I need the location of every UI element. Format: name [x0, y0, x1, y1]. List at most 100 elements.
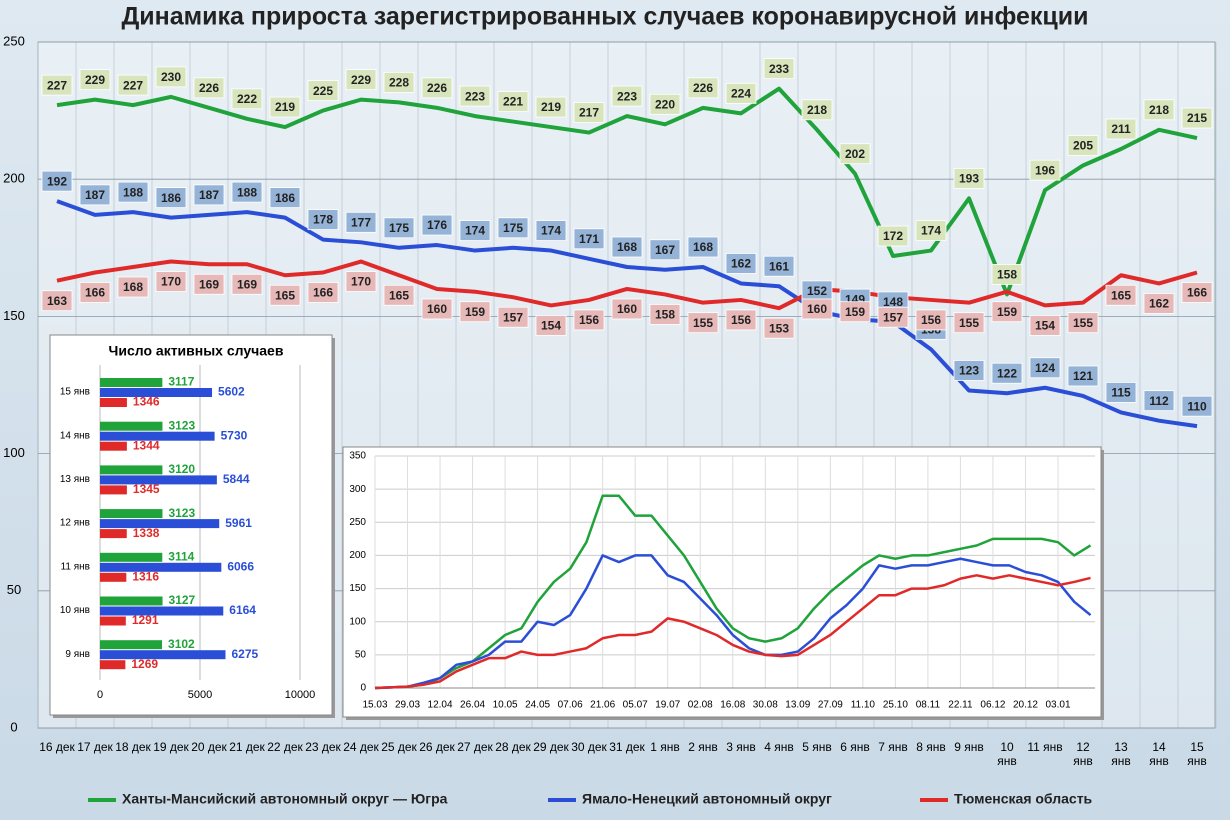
data-label-box [725, 253, 757, 274]
y-tick-label: 200 [3, 171, 25, 186]
x-tick-label: 17 дек [77, 740, 113, 754]
series-line [56, 86, 1198, 297]
data-label-box [1181, 395, 1213, 417]
data-label: 159 [465, 305, 485, 319]
x-tick-label: 9 янв [954, 740, 984, 754]
y-tick-label: 300 [349, 484, 366, 495]
data-label: 3127 [169, 593, 196, 607]
data-label: 162 [731, 257, 751, 271]
data-label: 176 [427, 218, 447, 232]
data-label: 163 [47, 294, 67, 308]
data-label-box [915, 309, 947, 331]
y-tick-label: 250 [3, 33, 25, 48]
data-label-box [991, 264, 1023, 285]
data-label: 115 [1111, 386, 1131, 400]
legend-label: Ханты-Мансийский автономный округ — Югра [122, 791, 448, 807]
data-label-box [535, 315, 567, 336]
x-tick-label: 26 дек [419, 740, 455, 754]
x-tick-label: 26.04 [460, 700, 485, 711]
bar [100, 465, 163, 475]
chart-title: Динамика прироста зарегистрированных слу… [121, 3, 1088, 31]
data-label-box [877, 306, 909, 328]
data-label: 188 [237, 185, 257, 199]
data-label-box [1143, 390, 1175, 412]
data-label: 186 [161, 191, 181, 205]
data-label: 224 [731, 87, 751, 101]
data-label: 121 [1073, 369, 1093, 383]
x-tick-label: 1 янв [650, 740, 680, 754]
bar [100, 475, 217, 485]
x-tick-label: 10000 [285, 689, 316, 701]
data-label: 5844 [223, 472, 250, 486]
data-label: 3102 [168, 637, 195, 651]
data-label-box [991, 362, 1023, 384]
data-label-box [345, 69, 377, 91]
legend-label: Ямало-Ненецкий автономный округ [582, 791, 832, 807]
x-tick-label: 12.04 [428, 700, 453, 711]
bar [100, 398, 127, 407]
data-label: 1291 [132, 613, 159, 627]
data-label: 223 [465, 89, 485, 103]
data-label-box [231, 181, 263, 203]
data-label: 174 [465, 224, 485, 238]
data-label: 157 [503, 310, 523, 324]
data-label-box [155, 271, 187, 292]
data-label: 1345 [133, 482, 160, 496]
data-label-box [41, 74, 73, 96]
data-label: 166 [85, 286, 105, 300]
y-tick-label: 150 [3, 308, 25, 323]
x-tick-label: 21.06 [590, 700, 615, 711]
data-label: 193 [959, 172, 979, 186]
data-label-box [459, 85, 491, 107]
data-label-box [497, 306, 529, 328]
data-label-box [79, 184, 111, 206]
data-label: 225 [313, 84, 333, 98]
data-label: 160 [427, 302, 447, 316]
x-tick-label: 06.12 [980, 700, 1005, 711]
y-tick-label: 100 [349, 616, 366, 627]
data-label: 1269 [131, 657, 158, 671]
x-tick-label: 27.09 [818, 700, 843, 711]
data-label: 226 [693, 81, 713, 95]
y-tick-label: 9 янв [65, 649, 90, 660]
data-label: 3123 [168, 418, 195, 432]
bar [100, 572, 127, 582]
data-label-box [1105, 284, 1137, 306]
data-label-box [1181, 107, 1213, 129]
x-tick-label: 03.01 [1045, 700, 1070, 711]
y-tick-label: 200 [349, 550, 366, 561]
x-tick-label: 30.08 [753, 700, 778, 711]
data-label: 5961 [225, 516, 252, 530]
data-label: 3114 [168, 549, 194, 563]
data-label-box [79, 69, 111, 91]
series-line [374, 574, 1091, 690]
data-label-box [763, 255, 795, 277]
data-label: 162 [1149, 297, 1169, 311]
data-label: 168 [693, 240, 713, 254]
data-label: 155 [693, 316, 713, 330]
data-label: 166 [1187, 286, 1207, 300]
x-tick-label: 07.06 [558, 700, 583, 711]
data-label: 187 [85, 188, 105, 202]
bar [100, 529, 127, 539]
data-label-box [763, 58, 795, 80]
data-label: 158 [655, 308, 675, 322]
data-label-box [801, 298, 833, 320]
x-tick-label: 11.10 [851, 700, 876, 711]
data-label-box [611, 298, 643, 320]
data-label: 187 [199, 188, 219, 202]
data-label-box [801, 99, 833, 121]
data-label: 229 [85, 73, 105, 87]
data-label-box [269, 187, 301, 209]
data-label: 154 [1035, 319, 1055, 333]
data-label-box [1029, 357, 1061, 379]
data-label-box [535, 96, 567, 118]
data-label-box [953, 360, 985, 381]
data-label-box [839, 301, 871, 323]
bar [100, 596, 163, 606]
data-label: 211 [1111, 122, 1131, 136]
data-label: 6066 [227, 559, 254, 573]
bar [100, 562, 222, 572]
y-tick-label: 50 [7, 582, 21, 597]
x-tick-label: 11 янв [1027, 740, 1063, 754]
